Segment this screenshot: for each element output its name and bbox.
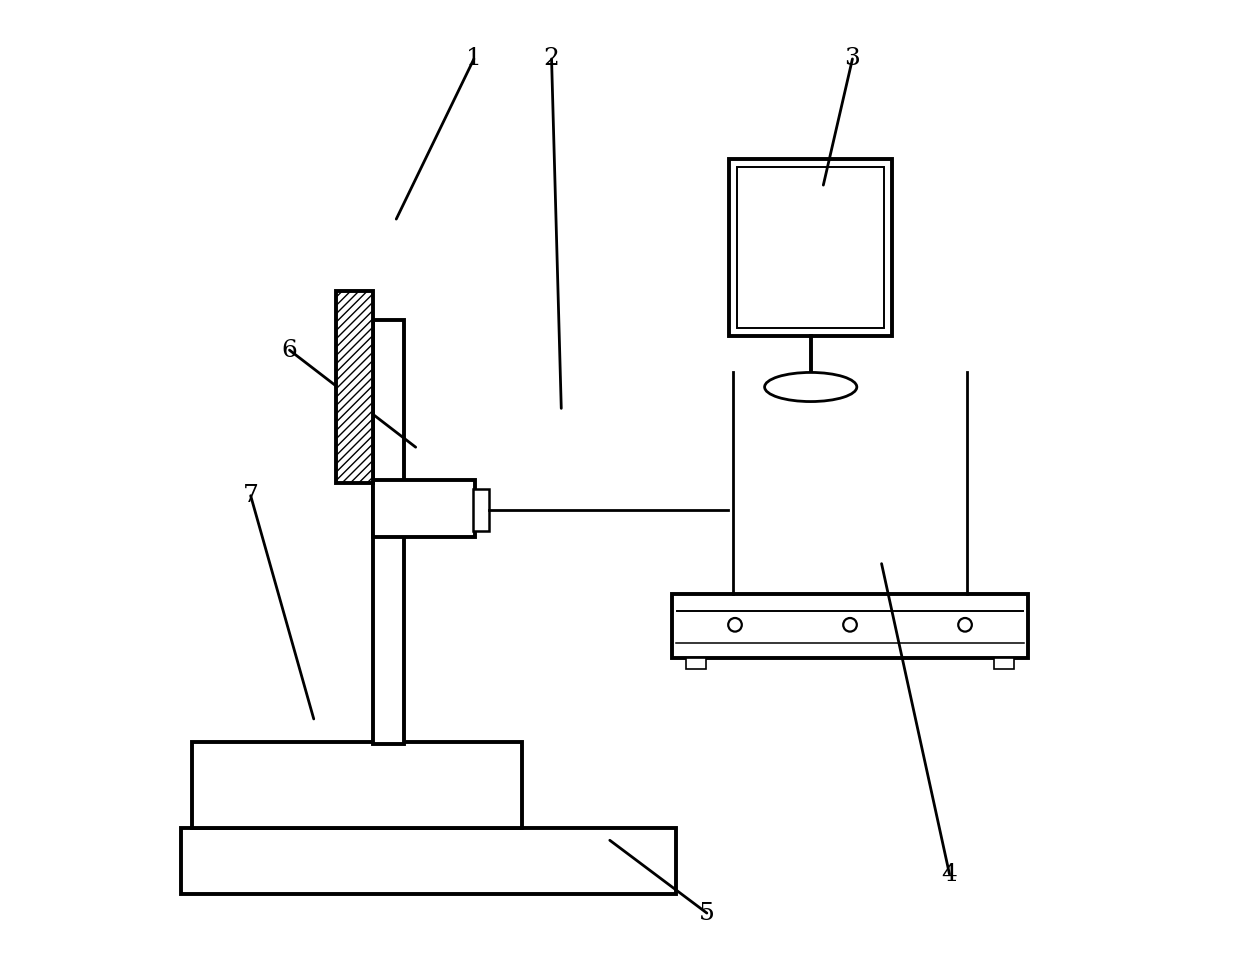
Text: 5: 5 (699, 902, 715, 924)
Bar (373, 480, 475, 538)
Text: 4: 4 (942, 863, 958, 885)
Bar (473, 489, 489, 531)
Bar (686, 658, 706, 670)
Text: 3: 3 (845, 48, 860, 70)
Bar (994, 658, 1014, 670)
Bar (192, 743, 523, 827)
Bar (737, 166, 885, 328)
Bar (181, 827, 675, 893)
Ellipse shape (764, 372, 857, 401)
Bar (373, 320, 404, 745)
Bar (672, 594, 1028, 658)
Text: 7: 7 (243, 484, 259, 507)
Text: 1: 1 (466, 48, 482, 70)
Text: 6: 6 (281, 338, 297, 362)
Text: 2: 2 (544, 48, 560, 70)
Bar (730, 158, 892, 335)
Bar (336, 291, 373, 483)
